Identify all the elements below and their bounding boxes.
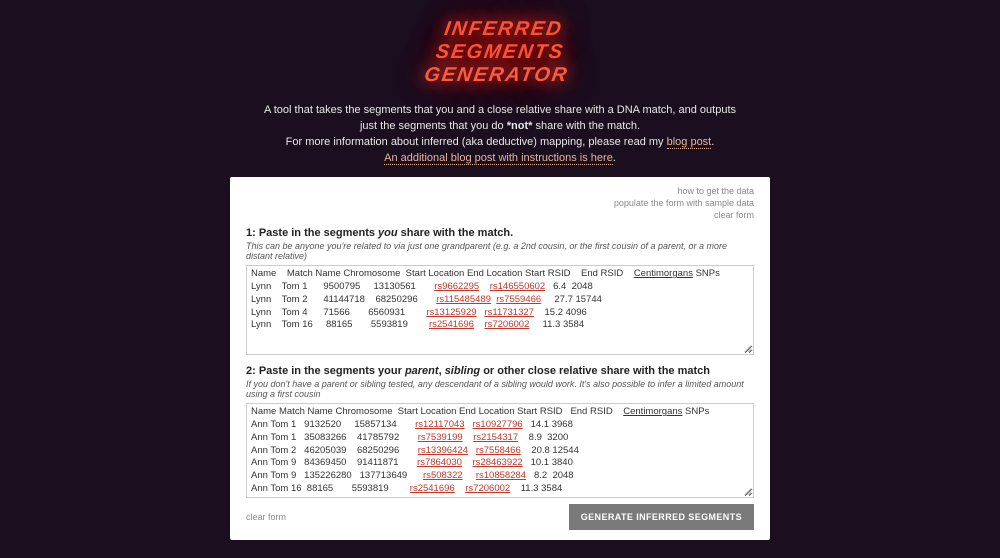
segments-you-share-textarea[interactable]: Name Match Name Chromosome Start Locatio…	[246, 265, 754, 355]
intro-text: A tool that takes the segments that you …	[180, 103, 820, 167]
section-1-title: 1: Paste in the segments you share with …	[246, 227, 754, 239]
logo: Inferred Segments Generator	[423, 18, 578, 87]
clear-form-link-top[interactable]: clear form	[246, 209, 754, 221]
section-2-title: 2: Paste in the segments your parent, si…	[246, 365, 754, 377]
intro-line-2a: just the segments that you do	[360, 120, 507, 132]
resize-handle-icon[interactable]	[744, 345, 751, 352]
intro-line-3b: .	[711, 136, 714, 148]
logo-line-3: Generator	[423, 64, 571, 87]
bottom-row: clear form GENERATE INFERRED SEGMENTS	[246, 504, 754, 530]
panel-top-links: how to get the data populate the form wi…	[246, 185, 754, 221]
logo-line-2: Segments	[426, 41, 574, 64]
section-2-subtitle: If you don't have a parent or sibling te…	[246, 379, 754, 399]
header: Inferred Segments Generator	[0, 0, 1000, 93]
logo-line-1: Inferred	[430, 18, 578, 41]
clear-form-link-bottom[interactable]: clear form	[246, 512, 286, 522]
populate-sample-link[interactable]: populate the form with sample data	[246, 197, 754, 209]
resize-handle-icon[interactable]	[744, 488, 751, 495]
section-1-subtitle: This can be anyone you're related to via…	[246, 241, 754, 261]
intro-line-1: A tool that takes the segments that you …	[264, 104, 736, 116]
instructions-link[interactable]: An additional blog post with instruction…	[384, 152, 613, 165]
blog-post-link[interactable]: blog post	[667, 136, 712, 149]
segments-relative-shares-textarea[interactable]: Name Match Name Chromosome Start Locatio…	[246, 403, 754, 498]
main-panel: how to get the data populate the form wi…	[230, 177, 770, 540]
how-to-get-data-link[interactable]: how to get the data	[246, 185, 754, 197]
intro-line-2b: share with the match.	[532, 120, 640, 132]
intro-line-4b: .	[613, 152, 616, 164]
intro-line-3a: For more information about inferred (aka…	[286, 136, 667, 148]
generate-button[interactable]: GENERATE INFERRED SEGMENTS	[569, 504, 754, 530]
intro-not-bold: *not*	[507, 120, 533, 132]
